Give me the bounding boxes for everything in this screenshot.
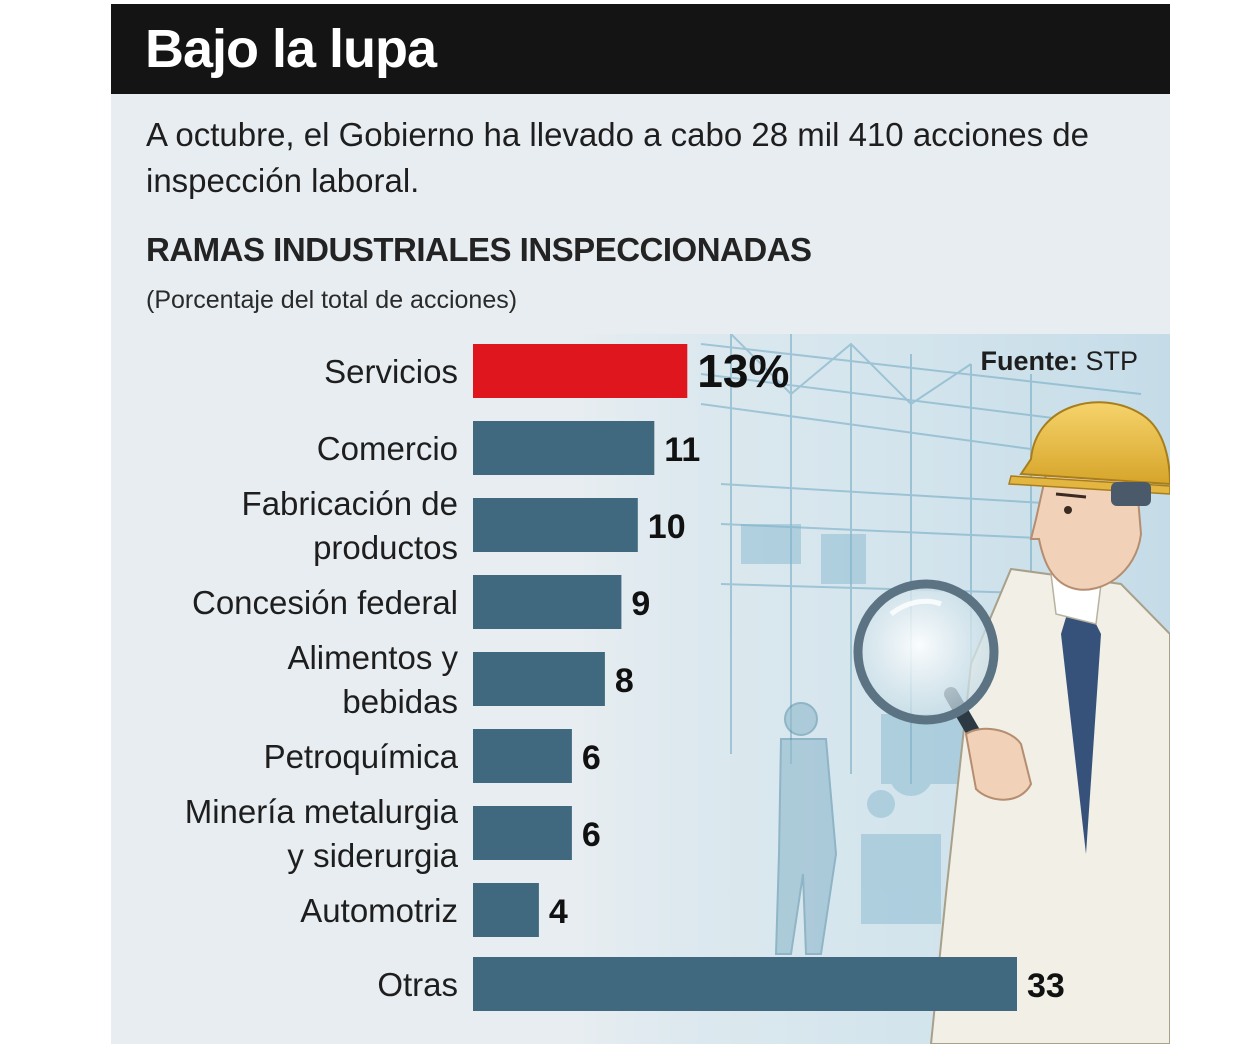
category-label-0: Servicios	[324, 353, 458, 390]
value-label-2: 10	[648, 508, 686, 546]
value-label-4: 8	[615, 662, 634, 700]
header-bar: Bajo la lupa	[111, 4, 1170, 94]
value-label-3: 9	[631, 585, 650, 623]
infographic-panel: Bajo la lupa A octubre, el Gobierno ha l…	[111, 4, 1170, 1044]
category-label-7: Automotriz	[300, 892, 458, 929]
bar-2	[473, 498, 638, 552]
value-label-6: 6	[582, 816, 601, 854]
bar-4	[473, 652, 605, 706]
value-label-7: 4	[549, 893, 568, 931]
category-label-6-0: Minería metalurgia	[185, 793, 459, 830]
inspector-illustration	[581, 334, 1170, 1044]
category-label-4-1: bebidas	[342, 683, 458, 720]
category-label-6-1: y siderurgia	[287, 837, 458, 874]
source-value: STP	[1085, 346, 1138, 376]
bar-chart: Servicios 13% Comercio 11 Fabricación de prod…	[185, 344, 1065, 1011]
bar-3	[473, 575, 622, 629]
bar-1	[473, 421, 655, 475]
chart-title: RAMAS INDUSTRIALES INSPECCIONADAS	[146, 231, 812, 268]
bar-0	[473, 344, 688, 398]
category-label-5: Petroquímica	[264, 738, 459, 775]
source-label: Fuente:	[980, 346, 1078, 376]
bar-7	[473, 883, 539, 937]
bar-6	[473, 806, 572, 860]
source-note: Fuente: STP	[980, 344, 1138, 378]
page-title: Bajo la lupa	[145, 19, 437, 79]
value-label-5: 6	[582, 739, 601, 777]
category-label-4-0: Alimentos y	[287, 639, 458, 676]
category-label-2-0: Fabricación de	[242, 485, 458, 522]
category-label-3: Concesión federal	[192, 584, 458, 621]
chart-unit-note: (Porcentaje del total de acciones)	[146, 286, 518, 314]
intro-text: A octubre, el Gobierno ha llevado a cabo…	[146, 116, 1089, 199]
bar-8	[473, 957, 1017, 1011]
category-label-1: Comercio	[317, 430, 458, 467]
value-label-0: 13%	[697, 345, 789, 397]
value-label-8: 33	[1027, 967, 1065, 1005]
category-label-8: Otras	[377, 966, 458, 1003]
category-label-2-1: productos	[313, 529, 458, 566]
bar-5	[473, 729, 572, 783]
value-label-1: 11	[664, 431, 700, 469]
